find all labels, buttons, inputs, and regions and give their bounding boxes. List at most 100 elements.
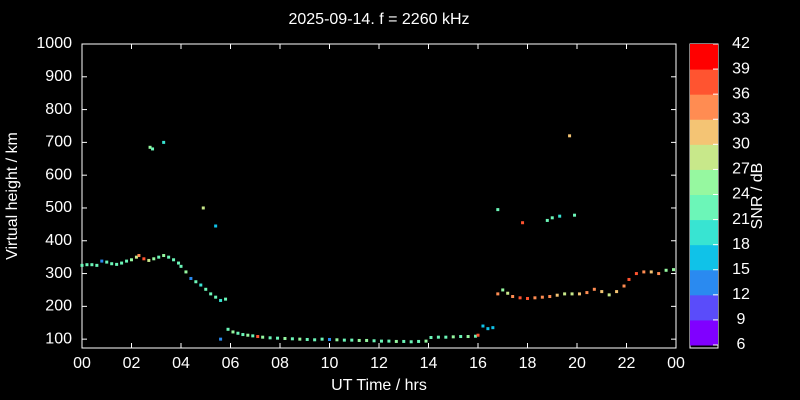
data-point — [379, 339, 383, 343]
colorbar-tick-label: 21 — [732, 211, 750, 228]
colorbar-segment — [690, 94, 718, 120]
data-point — [142, 257, 146, 261]
colorbar-segment — [690, 244, 718, 271]
data-point — [615, 290, 619, 294]
x-tick-label: 06 — [222, 355, 240, 372]
data-point — [622, 284, 626, 288]
colorbar-tick-label: 42 — [732, 35, 750, 52]
data-point — [545, 218, 549, 222]
data-point — [162, 140, 166, 144]
x-tick-label: 10 — [321, 355, 339, 372]
data-point — [283, 336, 287, 340]
data-point — [342, 338, 346, 342]
data-point — [634, 272, 638, 276]
data-point — [518, 296, 522, 300]
data-point — [224, 297, 228, 301]
colorbar-segment — [690, 169, 718, 195]
data-point — [110, 262, 114, 266]
data-point — [189, 276, 193, 280]
data-point — [261, 335, 265, 339]
data-point — [162, 254, 166, 258]
data-point — [372, 339, 376, 343]
data-point — [276, 336, 280, 340]
data-point — [548, 295, 552, 299]
data-point — [115, 262, 119, 266]
y-tick-label: 400 — [45, 232, 72, 249]
colorbar-tick-label: 18 — [732, 236, 750, 253]
colorbar-tick-label: 39 — [732, 60, 750, 77]
data-point — [486, 327, 490, 331]
data-point — [201, 206, 205, 210]
x-tick-label: 12 — [370, 355, 388, 372]
data-point — [521, 221, 525, 225]
data-point — [147, 258, 151, 262]
data-point — [137, 254, 141, 258]
data-point — [80, 263, 84, 267]
data-point — [563, 292, 567, 296]
data-point — [157, 255, 161, 259]
data-point — [466, 335, 470, 339]
data-point — [85, 263, 89, 267]
data-point — [151, 147, 155, 151]
data-point — [130, 258, 133, 262]
data-point — [672, 268, 676, 272]
data-point — [607, 293, 611, 297]
data-point — [555, 293, 559, 297]
data-point — [558, 214, 562, 218]
y-axis-label: Virtual height / km — [4, 132, 21, 260]
data-point — [429, 336, 433, 340]
data-point — [320, 337, 324, 341]
data-point — [570, 292, 574, 296]
data-point — [506, 291, 510, 295]
data-point — [365, 338, 369, 342]
x-tick-label: 08 — [271, 355, 289, 372]
chart-title: 2025-09-14. f = 2260 kHz — [288, 11, 469, 28]
colorbar-segment — [690, 44, 718, 70]
x-tick-label: 00 — [73, 355, 91, 372]
data-point — [387, 339, 391, 343]
data-point — [268, 336, 272, 340]
data-point — [496, 208, 500, 212]
data-point — [436, 335, 440, 339]
data-point — [194, 280, 198, 284]
data-point — [627, 277, 631, 281]
y-tick-label: 1000 — [36, 35, 72, 52]
x-tick-label: 00 — [667, 355, 685, 372]
x-tick-label: 18 — [519, 355, 537, 372]
data-point — [236, 331, 240, 335]
data-point — [577, 292, 581, 296]
data-point — [409, 340, 413, 344]
x-tick-label: 02 — [123, 355, 141, 372]
colorbar-segment — [690, 69, 718, 95]
y-tick-label: 800 — [45, 101, 72, 118]
x-tick-label: 20 — [568, 355, 586, 372]
data-point — [328, 337, 331, 341]
colorbar-segment — [690, 144, 718, 170]
data-point — [95, 263, 99, 267]
colorbar-segment — [690, 194, 718, 221]
y-tick-label: 200 — [45, 298, 72, 315]
data-point — [649, 270, 653, 274]
data-point — [105, 260, 109, 264]
y-tick-label: 300 — [45, 265, 72, 282]
data-point — [657, 272, 661, 276]
colorbar-segment — [690, 294, 718, 321]
data-point — [256, 335, 260, 339]
data-point — [313, 338, 317, 342]
data-point — [402, 339, 406, 343]
colorbar-tick-label: 12 — [732, 286, 750, 303]
data-point — [152, 257, 156, 261]
data-point — [134, 255, 138, 259]
x-tick-label: 14 — [420, 355, 438, 372]
colorbar-segment — [690, 219, 718, 246]
data-point — [585, 291, 589, 295]
data-point — [305, 337, 309, 341]
colorbar-tick-label: 27 — [732, 161, 750, 178]
data-point — [526, 296, 529, 300]
colorbar-segment — [690, 319, 718, 346]
data-point — [357, 338, 361, 342]
data-point — [209, 292, 213, 296]
data-point — [246, 333, 250, 337]
colorbar-tick-label: 33 — [732, 110, 750, 127]
